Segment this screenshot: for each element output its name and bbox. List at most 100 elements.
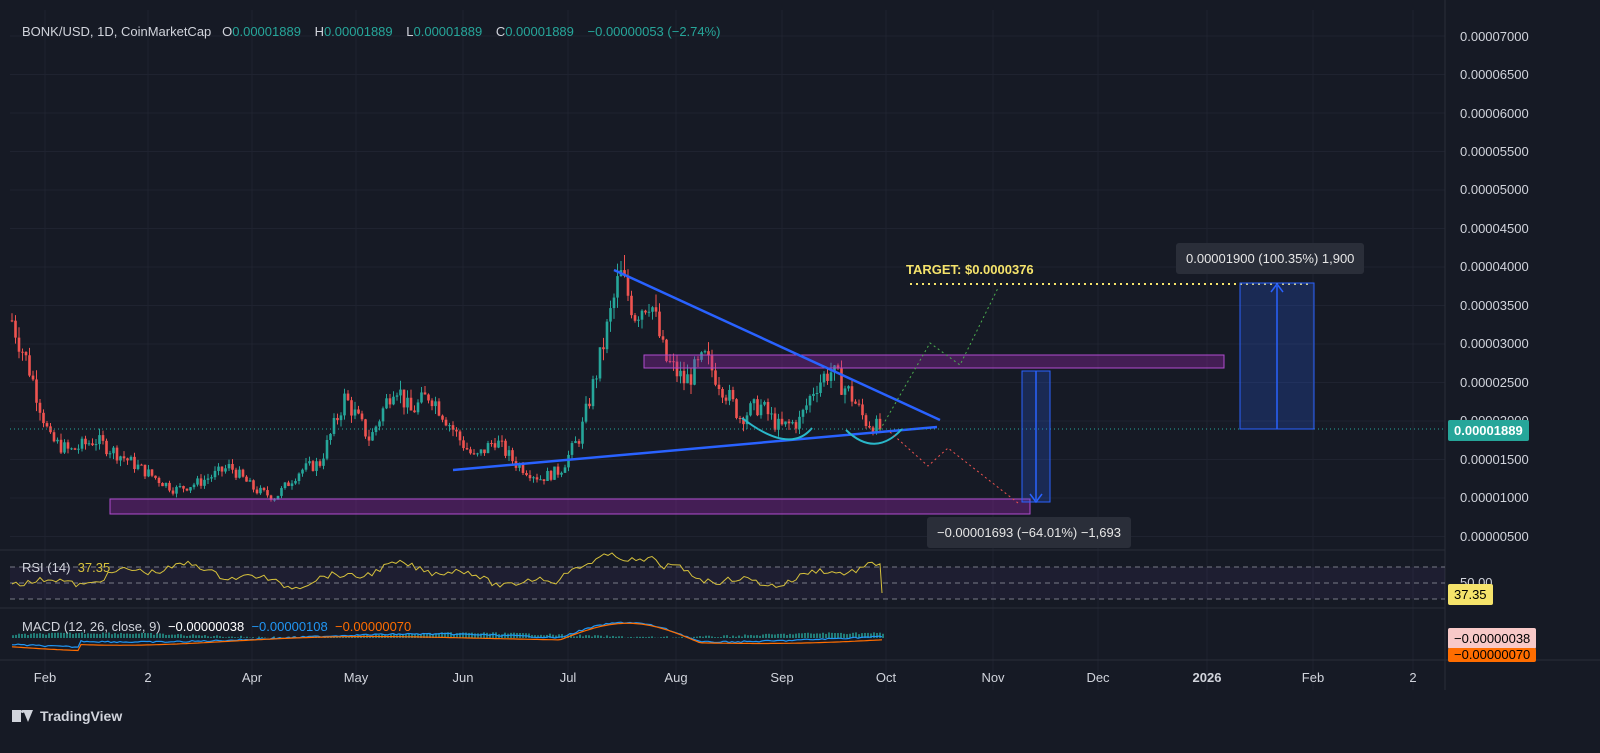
macd-bar (606, 635, 608, 638)
candle-body (770, 413, 773, 415)
candle-body (262, 487, 266, 491)
candle-body (724, 397, 728, 401)
macd-value: −0.00000108 (251, 619, 328, 634)
macd-legend[interactable]: MACD (12, 26, close, 9) −0.00000038 −0.0… (22, 619, 412, 634)
candle-body (388, 398, 392, 405)
macd-bar (861, 633, 863, 638)
macd-bar (105, 633, 107, 638)
candle-body (815, 392, 819, 394)
rsi-legend[interactable]: RSI (14) 37.35 (22, 560, 111, 575)
macd-bar (630, 636, 632, 638)
candle-body (308, 461, 311, 464)
support-zone[interactable] (109, 498, 1031, 515)
macd-bar (261, 637, 263, 638)
macd-bar (141, 632, 143, 638)
macd-bar (462, 632, 464, 638)
macd-bar (219, 636, 221, 638)
macd-bar (450, 632, 452, 638)
macd-bar (594, 635, 596, 638)
candle-body (280, 488, 283, 496)
macd-bar (132, 634, 134, 638)
candle-body (654, 307, 658, 312)
candle-body (777, 418, 780, 430)
candle-body (273, 499, 276, 501)
macd-bar (102, 632, 104, 638)
candle-body (665, 339, 668, 362)
candle-body (626, 275, 630, 296)
candle-body (154, 475, 157, 478)
macd-bar (666, 636, 668, 638)
macd-bar (162, 633, 164, 638)
macd-bar (600, 635, 602, 638)
candle-body (231, 463, 234, 470)
tradingview-logo[interactable]: TradingView (12, 708, 122, 724)
descending-trendline[interactable] (613, 268, 941, 422)
candle-body (339, 415, 343, 421)
candle-body (609, 308, 612, 322)
cup-arc-2 (845, 428, 903, 445)
candle-body (871, 427, 875, 434)
up-measure-label[interactable]: 0.00001900 (100.35%) 1,900 (1176, 243, 1365, 274)
candle-body (140, 464, 143, 466)
candle-body (378, 421, 381, 427)
candle-body (875, 418, 878, 434)
resistance-zone[interactable] (643, 354, 1225, 369)
candle-body (364, 419, 367, 437)
candle-body (350, 400, 353, 416)
candle-body (497, 440, 500, 448)
candle-body (318, 461, 322, 466)
macd-bar (183, 635, 185, 638)
candle-body (721, 388, 724, 398)
macd-bar (639, 636, 641, 638)
candle-body (623, 270, 626, 276)
candle-body (98, 435, 101, 445)
candle-body (31, 375, 35, 380)
macd-bar (231, 636, 233, 638)
macd-bar (708, 635, 710, 638)
price-tick: 0.00002500 (1460, 375, 1529, 390)
candle-body (409, 397, 413, 411)
candle-body (245, 476, 248, 482)
macd-bar (852, 632, 854, 638)
price-tick: 0.00000500 (1460, 529, 1529, 544)
candle-body (479, 449, 483, 454)
candle-body (185, 488, 189, 491)
macd-bar (762, 634, 764, 638)
candle-body (763, 402, 766, 405)
candle-body (80, 438, 84, 449)
macd-bar (528, 633, 530, 638)
rsi-value-tag: 37.35 (1448, 584, 1493, 605)
macd-bar (858, 634, 860, 638)
macd-bar (642, 636, 644, 638)
candle-body (325, 439, 329, 459)
candle-body (574, 441, 577, 444)
candle-body (532, 477, 535, 479)
macd-bar (690, 637, 692, 638)
price-tick: 0.00001000 (1460, 490, 1529, 505)
macd-bar (822, 632, 824, 638)
macd-bar (75, 633, 77, 638)
macd-bar (582, 636, 584, 638)
candle-body (150, 469, 154, 476)
candle-body (567, 454, 570, 468)
candle-body (52, 432, 56, 442)
candle-body (707, 351, 710, 356)
target-label[interactable]: TARGET: $0.0000376 (906, 262, 1034, 277)
ascending-trendline[interactable] (452, 425, 938, 472)
macd-bar (216, 635, 218, 638)
down-measure-label[interactable]: −0.00001693 (−64.01%) −1,693 (927, 517, 1131, 548)
macd-bar (60, 632, 62, 638)
macd-bar (792, 634, 794, 638)
macd-bar (30, 633, 32, 638)
macd-bar (735, 636, 737, 638)
macd-bar (237, 637, 239, 638)
macd-bar (480, 633, 482, 638)
macd-bar (117, 634, 119, 638)
macd-bar (240, 635, 242, 638)
symbol-label[interactable]: BONK/USD, 1D, CoinMarketCap (22, 24, 212, 39)
candle-body (346, 393, 350, 401)
macd-bar (537, 635, 539, 638)
macd-bar (186, 636, 188, 638)
macd-bar (756, 635, 758, 638)
